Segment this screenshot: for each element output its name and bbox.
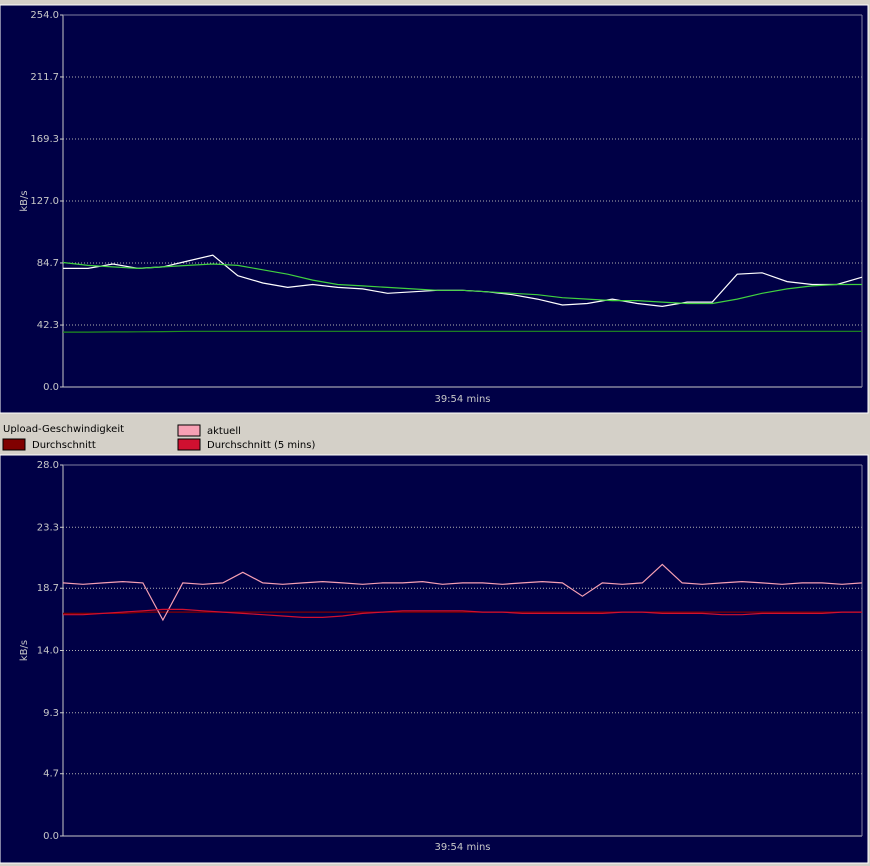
y-tick-label: 9.3 bbox=[43, 708, 59, 719]
x-axis-label: 39:54 mins bbox=[434, 842, 490, 853]
legend-swatch bbox=[177, 424, 201, 437]
legend-title: Upload-Geschwindigkeit bbox=[3, 424, 124, 435]
y-axis-label: kB/s bbox=[19, 640, 30, 661]
y-tick-label: 42.3 bbox=[37, 320, 59, 331]
y-tick-label: 254.0 bbox=[30, 10, 59, 21]
data-line bbox=[63, 330, 862, 333]
lower-panel bbox=[0, 454, 869, 864]
x-axis-label: 39:54 mins bbox=[434, 394, 490, 405]
y-tick-label: 14.0 bbox=[37, 646, 59, 657]
y-tick-label: 4.7 bbox=[43, 769, 59, 780]
legend-swatch bbox=[177, 438, 201, 451]
y-tick-label: 169.3 bbox=[30, 134, 59, 145]
legend-label: aktuell bbox=[207, 426, 241, 437]
y-tick-label: 127.0 bbox=[30, 196, 59, 207]
data-line bbox=[63, 608, 862, 618]
y-axis-label: kB/s bbox=[19, 190, 30, 211]
legend-swatch bbox=[2, 438, 26, 451]
y-tick-label: 0.0 bbox=[43, 831, 59, 842]
legend-label: Durchschnitt (5 mins) bbox=[207, 440, 315, 451]
y-tick-label: 23.3 bbox=[37, 522, 59, 533]
data-line bbox=[62, 563, 863, 622]
y-tick-label: 84.7 bbox=[37, 258, 59, 269]
y-tick-label: 18.7 bbox=[37, 583, 59, 594]
data-line bbox=[62, 261, 862, 305]
y-tick-label: 28.0 bbox=[37, 460, 59, 471]
data-line bbox=[63, 611, 862, 614]
y-tick-label: 211.7 bbox=[30, 72, 59, 83]
y-tick-label: 0.0 bbox=[43, 382, 59, 393]
legend-label: Durchschnitt bbox=[32, 440, 96, 451]
upper-panel bbox=[0, 4, 869, 414]
